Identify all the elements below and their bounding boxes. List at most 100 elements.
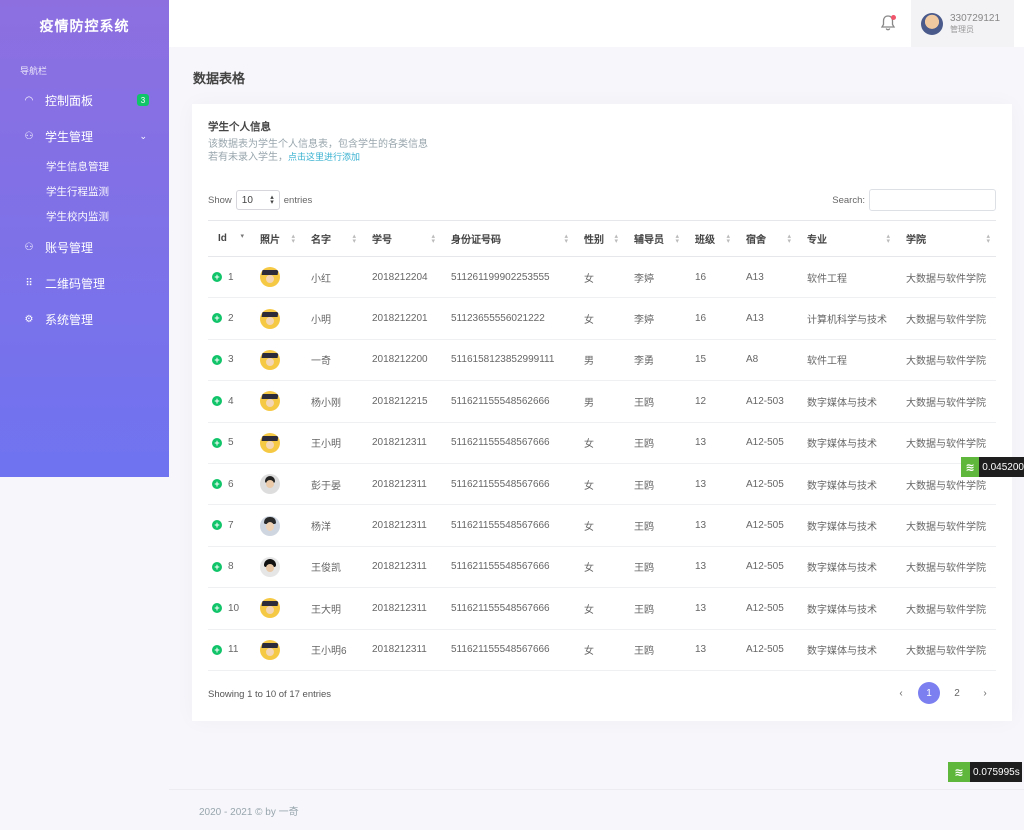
cell-idcard: 511621155548567666 <box>441 422 574 464</box>
next-page-button[interactable]: › <box>983 687 987 699</box>
sidebar-item-label: 系统管理 <box>45 312 94 327</box>
entries-select[interactable]: 10 ▴ ▾ <box>235 190 280 210</box>
table-row[interactable]: +11 王小明6 2018212311 511621155548567666 女王鸥 13… <box>208 629 996 671</box>
user-menu[interactable]: 330729121 管理员 <box>911 0 1014 47</box>
cell-counselor: 王鸥 <box>624 463 685 506</box>
column-header-sno[interactable]: 学号 ▴ ▾ <box>362 220 441 257</box>
cell-counselor: 王鸥 <box>624 422 685 464</box>
cell-name: 王小明6 <box>301 629 362 671</box>
page-button-1[interactable]: 1 <box>918 682 940 704</box>
cell-photo <box>250 380 301 423</box>
cell-gender: 女 <box>574 256 624 299</box>
cell-id: +8 <box>208 546 250 589</box>
topbar: 330729121 管理员 <box>169 0 1024 47</box>
page-button-2[interactable]: 2 <box>954 687 960 699</box>
column-header-name[interactable]: 名字 ▴ ▾ <box>301 220 362 257</box>
table-row[interactable]: +5 王小明 2018212311 511621155548567666 女王鸥 13 A1… <box>208 422 996 464</box>
brand-title[interactable]: 疫情防控系统 <box>39 18 130 34</box>
cell-name: 小明 <box>301 297 362 340</box>
column-header-class[interactable]: 班级 ▴ ▾ <box>685 220 736 257</box>
cell-college: 大数据与软件学院 <box>896 629 996 671</box>
cell-dorm: A12-503 <box>736 380 797 423</box>
expand-row-icon[interactable]: + <box>212 520 222 531</box>
column-header-gender[interactable]: 性别 ▴ ▾ <box>574 220 624 257</box>
column-header-label: 身份证号码 <box>451 235 501 246</box>
sidebar-item-account-management[interactable]: ⚇ 账号管理 <box>0 229 169 265</box>
perf-badge: ≋ 0.075995s <box>948 762 1022 782</box>
column-header-label: 宿舍 <box>746 235 766 246</box>
cell-counselor: 王鸥 <box>624 380 685 423</box>
cell-dorm: A12-505 <box>736 587 797 630</box>
table-row[interactable]: +7 杨洋 2018212311 511621155548567666 女王鸥 13 A12… <box>208 504 996 547</box>
column-header-label: 辅导员 <box>634 235 664 246</box>
cell-photo <box>250 463 301 506</box>
expand-row-icon[interactable]: + <box>212 272 222 283</box>
cell-idcard: 511621155548567666 <box>441 587 574 630</box>
users-icon: ⚇ <box>24 130 34 142</box>
cell-photo <box>250 629 301 671</box>
sidebar-item-dashboard[interactable]: ◠ 控制面板 3 <box>0 82 169 118</box>
column-header-photo[interactable]: 照片 ▴ ▾ <box>250 220 301 257</box>
table-row[interactable]: +10 王大明 2018212311 511621155548567666 女王鸥 13 A… <box>208 587 996 630</box>
column-header-id[interactable]: Id ▾ <box>208 220 250 257</box>
search-input[interactable] <box>869 189 996 211</box>
cell-name: 彭于晏 <box>301 463 362 506</box>
cell-major: 软件工程 <box>797 256 896 299</box>
sort-icon: ▴ ▾ <box>787 233 791 245</box>
column-header-college[interactable]: 学院 ▴ ▾ <box>896 220 996 257</box>
column-header-major[interactable]: 专业 ▴ ▾ <box>797 220 896 257</box>
expand-row-icon[interactable]: + <box>212 437 222 448</box>
add-student-link[interactable]: 点击这里进行添加 <box>288 152 361 162</box>
sidebar-subitem-student-travel[interactable]: 学生行程监测 <box>46 186 109 198</box>
sidebar-subitem-student-campus[interactable]: 学生校内监测 <box>46 211 109 223</box>
account-icon: ⚇ <box>24 241 34 253</box>
bell-icon[interactable] <box>879 14 897 32</box>
cell-id: +11 <box>208 629 250 671</box>
cell-id: +1 <box>208 256 250 299</box>
sidebar-subitem-student-info[interactable]: 学生信息管理 <box>46 161 109 173</box>
prev-page-button[interactable]: ‹ <box>899 687 903 699</box>
expand-row-icon[interactable]: + <box>212 644 222 655</box>
card-desc-line1: 该数据表为学生个人信息表，包含学生的各类信息 <box>208 139 428 150</box>
card-description: 该数据表为学生个人信息表，包含学生的各类信息 若有未录入学生，点击这里进行添加 <box>208 138 428 164</box>
cell-id: +7 <box>208 504 250 547</box>
expand-row-icon[interactable]: + <box>212 396 222 407</box>
sort-icon: ▴ ▾ <box>564 233 568 245</box>
cell-idcard: 51123655556021222 <box>441 297 574 340</box>
cell-class: 13 <box>685 629 736 671</box>
page-title: 数据表格 <box>193 71 246 86</box>
expand-row-icon[interactable]: + <box>212 354 222 365</box>
sidebar-item-qrcode-management[interactable]: ⠿ 二维码管理 <box>0 265 169 301</box>
expand-row-icon[interactable]: + <box>212 313 222 324</box>
sidebar-item-system-management[interactable]: ⚙ 系统管理 <box>0 301 169 337</box>
cell-class: 16 <box>685 256 736 299</box>
select-arrows-icon: ▴ ▾ <box>270 194 274 206</box>
table-row[interactable]: +3 一奇 2018212200 5116158123852999111 男李勇 15 A8… <box>208 339 996 382</box>
cell-college: 大数据与软件学院 <box>896 297 996 340</box>
cell-class: 12 <box>685 380 736 423</box>
table-row[interactable]: +1 小红 2018212204 511261199902253555 女李婷 16 A13… <box>208 256 996 299</box>
cell-name: 一奇 <box>301 339 362 382</box>
table-row[interactable]: +8 王俊凯 2018212311 511621155548567666 女王鸥 13 A1… <box>208 546 996 589</box>
table-row[interactable]: +4 杨小刚 2018212215 511621155548562666 男王鸥 12 A1… <box>208 380 996 423</box>
cell-sno: 2018212311 <box>362 422 441 464</box>
expand-row-icon[interactable]: + <box>212 561 222 572</box>
cell-name: 王大明 <box>301 587 362 630</box>
column-header-label: 班级 <box>695 235 715 246</box>
table-row[interactable]: +6 彭于晏 2018212311 511621155548567666 女王鸥 13 A1… <box>208 463 996 506</box>
table-row[interactable]: +2 小明 2018212201 51123655556021222 女李婷 16 A13 计… <box>208 297 996 340</box>
expand-row-icon[interactable]: + <box>212 603 222 614</box>
cell-major: 软件工程 <box>797 339 896 382</box>
cell-dorm: A12-505 <box>736 504 797 547</box>
column-header-counselor[interactable]: 辅导员 ▴ ▾ <box>624 220 685 257</box>
cell-idcard: 511621155548567666 <box>441 546 574 589</box>
sidebar-item-student-management[interactable]: ⚇ 学生管理 ⌄ <box>0 118 169 154</box>
cell-id: +3 <box>208 339 250 382</box>
cell-sno: 2018212311 <box>362 463 441 506</box>
expand-row-icon[interactable]: + <box>212 479 222 489</box>
cell-id-value: 2 <box>228 313 234 325</box>
column-header-idcard[interactable]: 身份证号码 ▴ ▾ <box>441 220 574 257</box>
gear-icon: ⚙ <box>24 313 34 325</box>
column-header-dorm[interactable]: 宿舍 ▴ ▾ <box>736 220 797 257</box>
cell-name: 小红 <box>301 256 362 299</box>
